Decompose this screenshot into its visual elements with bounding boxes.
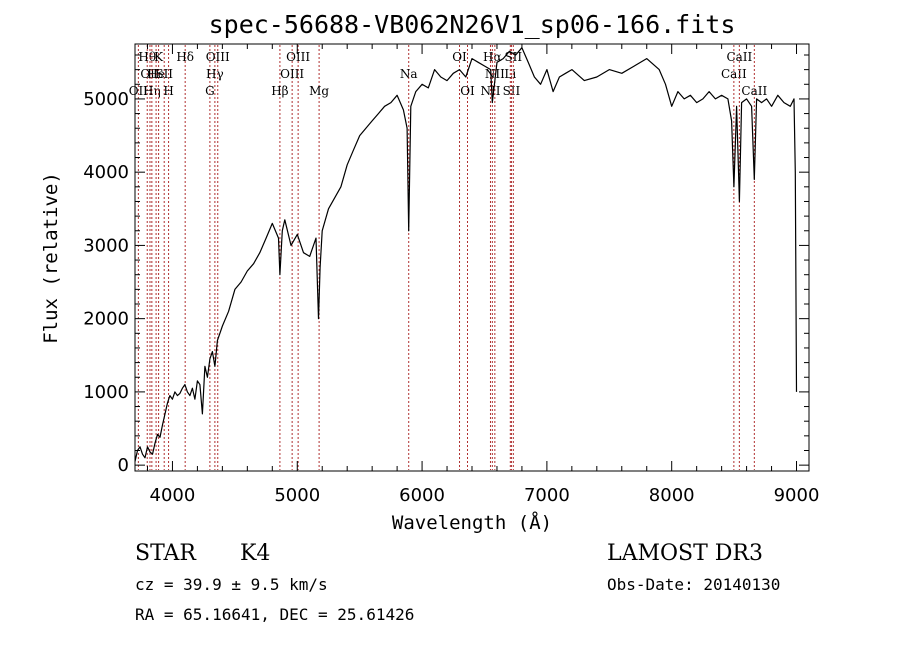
y-axis: 0 1000 2000 3000 4000 5000 bbox=[83, 54, 809, 476]
y-tick-label: 0 bbox=[118, 455, 129, 476]
x-tick-label: 8000 bbox=[649, 485, 695, 506]
y-tick-label: 5000 bbox=[83, 89, 129, 110]
line-marker-label: OII bbox=[129, 84, 149, 98]
survey-name: LAMOST DR3 bbox=[607, 541, 763, 566]
line-marker-label: Hδ bbox=[176, 50, 194, 64]
line-marker-label: NII bbox=[480, 84, 500, 98]
line-marker-label: OI bbox=[460, 84, 475, 98]
x-tick-label: 5000 bbox=[274, 485, 320, 506]
line-marker-label: CaII bbox=[741, 84, 767, 98]
observation-date: Obs-Date: 20140130 bbox=[607, 575, 780, 594]
line-marker-label: OIII bbox=[280, 67, 304, 81]
redshift-readout: cz = 39.9 ± 9.5 km/s bbox=[135, 575, 328, 594]
coordinates: RA = 65.16641, DEC = 25.61426 bbox=[135, 605, 414, 624]
object-subclass: K4 bbox=[240, 541, 270, 566]
plot-area bbox=[134, 47, 798, 462]
line-marker-label: SII bbox=[155, 67, 173, 81]
spectral-line-markers: OIIHθOIIHηHeKSIIHHδGHγOIIIHβOIIIOIIIMgNa… bbox=[129, 45, 767, 470]
line-marker-label: H bbox=[163, 84, 173, 98]
x-tick-label: 9000 bbox=[774, 485, 820, 506]
line-marker-label: NII bbox=[485, 67, 505, 81]
line-marker-label: OIII bbox=[286, 50, 310, 64]
y-axis-label: Flux (relative) bbox=[40, 172, 62, 344]
y-tick-label: 2000 bbox=[83, 309, 129, 330]
line-marker-label: CaII bbox=[721, 67, 747, 81]
line-marker-label: Na bbox=[400, 67, 418, 81]
line-marker-label: OII bbox=[140, 67, 160, 81]
object-class: STAR bbox=[135, 541, 197, 566]
x-tick-label: 6000 bbox=[399, 485, 445, 506]
y-tick-label: 3000 bbox=[83, 235, 129, 256]
line-marker-label: Hα bbox=[483, 50, 502, 64]
line-marker-label: K bbox=[154, 50, 164, 64]
y-tick-label: 1000 bbox=[83, 382, 129, 403]
line-marker-label: Li bbox=[504, 67, 516, 81]
y-tick-label: 4000 bbox=[83, 162, 129, 183]
x-tick-label: 7000 bbox=[524, 485, 570, 506]
line-marker-label: G bbox=[205, 84, 215, 98]
x-tick-label: 4000 bbox=[150, 485, 196, 506]
spectrum-series-line bbox=[134, 47, 798, 462]
line-marker-label: He bbox=[147, 67, 165, 81]
chart-title: spec-56688-VB062N26V1_sp06-166.fits bbox=[209, 10, 736, 39]
line-marker-label: Hη bbox=[143, 84, 161, 98]
plot-frame bbox=[134, 43, 810, 472]
line-marker-label: OIII bbox=[206, 50, 230, 64]
line-marker-label: Hγ bbox=[206, 67, 224, 81]
line-marker-label: Hβ bbox=[271, 84, 288, 98]
x-axis: 4000 5000 6000 7000 8000 9000 bbox=[146, 44, 820, 506]
line-marker-label: Mg bbox=[309, 84, 329, 98]
line-marker-label: CaII bbox=[726, 50, 752, 64]
line-marker-label: SII bbox=[503, 84, 521, 98]
line-marker-label: SII bbox=[504, 50, 522, 64]
line-marker-label: OI bbox=[452, 50, 467, 64]
x-axis-label: Wavelength (Å) bbox=[392, 511, 552, 534]
